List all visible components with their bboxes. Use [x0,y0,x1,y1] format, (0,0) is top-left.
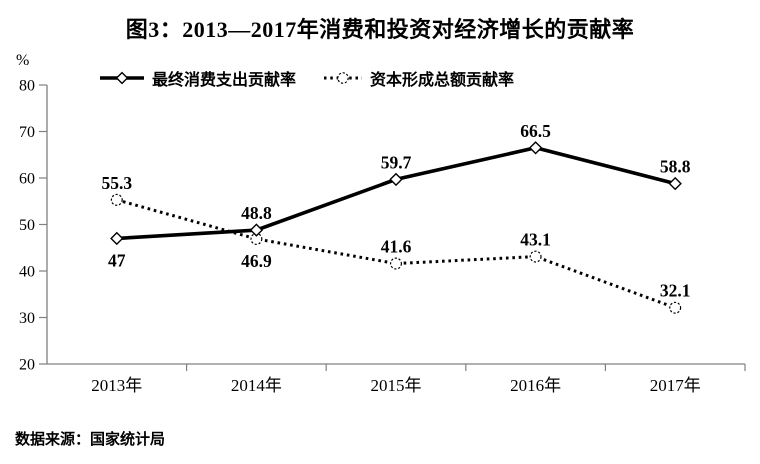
marker-circle [669,301,682,314]
legend-label-consumption: 最终消费支出贡献率 [152,72,297,89]
marker-diamond [110,231,124,246]
y-axis-unit-label: % [16,52,30,69]
y-tick-label: 80 [19,78,35,95]
legend-item-consumption: 最终消费支出贡献率 [99,66,296,90]
data-label: 59.7 [381,152,412,172]
data-source-note: 数据来源：国家统计局 [15,431,166,448]
data-label: 43.1 [520,230,551,250]
legend: 最终消费支出贡献率 资本形成总额贡献率 [99,66,514,90]
dotted-line-circle-icon [324,72,363,84]
data-label: 41.6 [381,237,412,257]
y-tick-label: 40 [19,264,35,281]
chart-title: 图3：2013—2017年消费和投资对经济增长的贡献率 [125,17,635,42]
solid-line-diamond-icon [100,71,144,85]
marker-diamond [389,172,403,187]
y-tick-label: 60 [19,171,35,188]
marker-circle [529,250,542,263]
marker-circle [110,193,123,206]
x-tick-label: 2016年 [510,376,561,395]
data-label: 32.1 [660,281,691,301]
legend-item-capital: 资本形成总额贡献率 [323,66,514,90]
data-label: 46.9 [241,251,272,271]
data-label: 47 [108,250,126,270]
marker-diamond [528,141,543,155]
y-tick-label: 70 [19,124,35,141]
data-label: 66.5 [520,121,551,141]
x-tick-label: 2014年 [231,376,282,395]
data-label: 55.3 [101,173,132,193]
x-tick-label: 2015年 [371,376,422,395]
marker-diamond [668,176,682,191]
y-tick-label: 30 [19,310,35,327]
marker-circle [390,257,403,270]
x-tick-label: 2017年 [650,376,701,395]
y-tick-label: 50 [19,217,35,234]
y-tick-label: 20 [19,357,35,374]
marker-diamond [249,223,264,237]
data-label: 48.8 [241,203,272,223]
data-label: 58.8 [660,157,691,177]
series-line-capital [116,198,676,310]
legend-label-capital: 资本形成总额贡献率 [370,72,515,89]
x-tick-label: 2013年 [91,376,142,395]
